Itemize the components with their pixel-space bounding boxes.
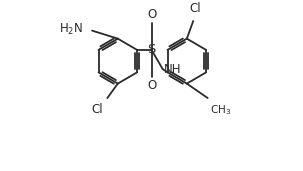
Text: Cl: Cl [91, 103, 102, 116]
Text: O: O [147, 79, 156, 92]
Text: H$_2$N: H$_2$N [59, 22, 83, 37]
Text: CH$_3$: CH$_3$ [210, 103, 231, 117]
Text: S: S [147, 43, 156, 56]
Text: NH: NH [164, 63, 181, 76]
Text: Cl: Cl [189, 2, 201, 15]
Text: O: O [147, 8, 156, 21]
